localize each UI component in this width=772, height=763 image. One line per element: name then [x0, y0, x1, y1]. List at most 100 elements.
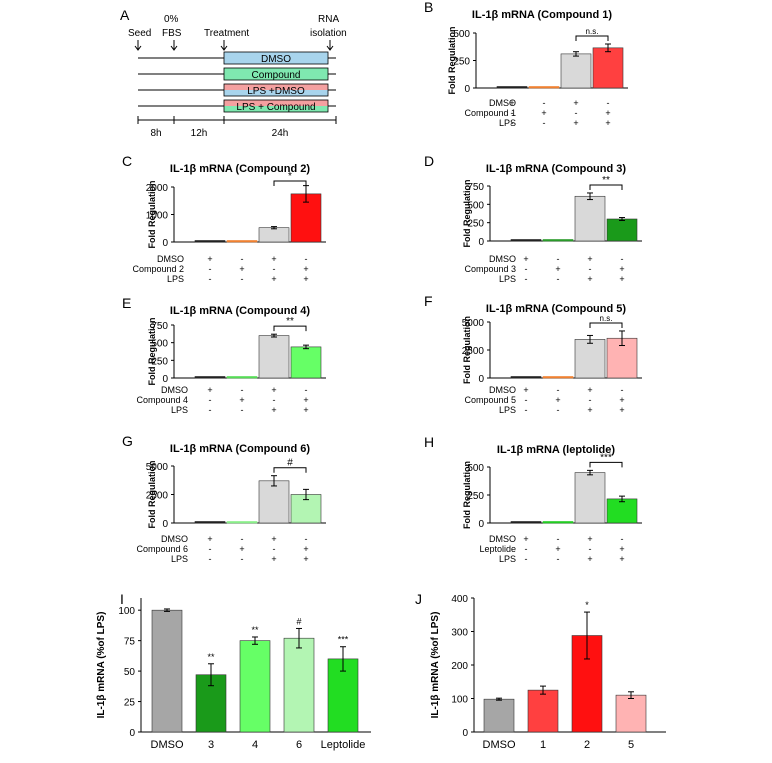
treatment-mark: - — [543, 118, 546, 128]
y-tick-label: 500 — [453, 29, 470, 40]
y-tick-label: 50 — [124, 667, 136, 678]
significance-label: ** — [602, 175, 610, 186]
treatment-mark: - — [557, 274, 560, 284]
panel-j-chart: J IL-1β mRNA (%of LPS) 0 100 200 300 400 DMSO 1 *… — [415, 591, 666, 751]
treatment-mark: - — [589, 544, 592, 554]
treatment-mark: + — [303, 274, 308, 284]
y-tick-label: 100 — [118, 606, 135, 617]
x-tick-label: DMSO — [483, 739, 516, 751]
significance-label: n.s. — [600, 314, 613, 323]
treatment-mark: + — [573, 98, 578, 108]
y-tick-label: 0 — [162, 519, 168, 530]
treatment-mark: - — [241, 405, 244, 415]
arrow-rna — [326, 40, 334, 51]
bar — [527, 689, 559, 733]
treatment-mark: + — [303, 554, 308, 564]
y-tick-label: 0 — [478, 374, 484, 385]
panel-d-chart: D IL-1β mRNA (Compound 3) Fold Regulation 0… — [424, 153, 642, 284]
significance-label: n.s. — [586, 27, 599, 36]
treatment-mark: + — [523, 534, 528, 544]
significance-label: ** — [251, 625, 259, 635]
treatment-mark: + — [239, 544, 244, 554]
y-tick-label: 300 — [451, 628, 468, 639]
treatment-mark: - — [305, 385, 308, 395]
y-tick-label: 5000 — [146, 462, 169, 473]
y-tick-label: 75 — [124, 637, 136, 648]
y-tick-label: 2500 — [462, 346, 485, 357]
bar — [226, 521, 258, 524]
treatment-mark: - — [621, 385, 624, 395]
y-tick-label: 250 — [453, 57, 470, 68]
treatment-mark: + — [619, 395, 624, 405]
y-axis-label: Fold Regulation — [147, 181, 157, 249]
y-tick-label: 500 — [151, 339, 168, 350]
treatment-row-label: Compound 4 — [136, 395, 188, 405]
treatment-mark: + — [587, 534, 592, 544]
charts-layer: B IL-1β mRNA (Compound 1) Fold Regulation 0… — [96, 0, 666, 751]
y-tick-label: 0 — [464, 84, 470, 95]
treatment-mark: - — [273, 264, 276, 274]
treatment-mark: + — [555, 264, 560, 274]
bar — [606, 498, 638, 524]
chart-title: IL-1β mRNA (Compound 1) — [472, 9, 612, 21]
treatment-row-label: Compound 5 — [464, 395, 516, 405]
treatment-mark: - — [621, 534, 624, 544]
treatment-mark: + — [303, 544, 308, 554]
bar — [615, 694, 647, 733]
significance-bracket — [589, 184, 623, 190]
treatment-row-label: Compound 1 — [464, 108, 516, 118]
bar — [290, 346, 322, 379]
condition-label-lps-dmso: LPS +DMSO — [247, 86, 305, 97]
treatment-row-label: LPS — [499, 554, 516, 564]
treatment-row-label: DMSO — [161, 385, 188, 395]
bar — [194, 376, 226, 379]
treatment-mark: + — [523, 385, 528, 395]
treatment-row-label: DMSO — [489, 254, 516, 264]
y-axis-label: Fold Regulation — [147, 318, 157, 386]
bar — [226, 240, 258, 243]
chart-title: IL-1β mRNA (Compound 2) — [170, 163, 310, 175]
bar — [542, 521, 574, 524]
significance-bracket — [575, 35, 609, 41]
chart-title: IL-1β mRNA (Compound 5) — [486, 303, 626, 315]
treatment-mark: + — [573, 118, 578, 128]
bar — [258, 480, 290, 524]
y-tick-label: 250 — [151, 356, 168, 367]
treatment-mark: + — [509, 98, 514, 108]
bar — [483, 698, 515, 733]
y-axis-label: Fold Regulation — [462, 316, 472, 384]
treatment-row-label: Leptolide — [479, 544, 516, 554]
bar — [258, 227, 290, 243]
condition-box-lps-compound — [223, 99, 329, 113]
treatment-row-label: LPS — [167, 274, 184, 284]
significance-label: * — [288, 171, 292, 182]
treatment-mark: + — [619, 274, 624, 284]
panel-i-chart: I IL-1β mRNA (%of LPS) 0 25 50 75 100 DMSO ** 3 **… — [96, 591, 371, 751]
treatment-mark: + — [587, 385, 592, 395]
significance-label: # — [296, 616, 301, 626]
event-0pct: 0% — [164, 14, 179, 25]
treatment-mark: - — [305, 534, 308, 544]
condition-box-compound — [223, 67, 329, 81]
x-tick-label: 4 — [252, 739, 258, 751]
treatment-row-label: DMSO — [489, 98, 516, 108]
treatment-row-label: DMSO — [157, 254, 184, 264]
treatment-mark: - — [241, 554, 244, 564]
y-tick-label: 0 — [462, 728, 468, 739]
event-rna: RNA — [318, 14, 339, 25]
treatment-mark: + — [239, 264, 244, 274]
bar — [592, 47, 624, 89]
treatment-mark: - — [525, 544, 528, 554]
condition-box-lps-dmso-top — [224, 84, 328, 90]
x-tick-label: 1 — [540, 739, 546, 751]
treatment-mark: - — [557, 385, 560, 395]
panel-e-chart: E IL-1β mRNA (Compound 4) Fold Regulation 0… — [122, 295, 326, 415]
bar — [510, 239, 542, 242]
condition-box-lps-compound-bottom — [224, 106, 328, 112]
condition-box-lps-dmso-bottom — [224, 90, 328, 96]
panel-h-chart: H IL-1β mRNA (leptolide) Fold Regulation 0 2… — [424, 434, 642, 564]
bar — [496, 86, 528, 89]
treatment-mark: + — [303, 405, 308, 415]
treatment-row-label: LPS — [171, 405, 188, 415]
treatment-mark: + — [605, 108, 610, 118]
